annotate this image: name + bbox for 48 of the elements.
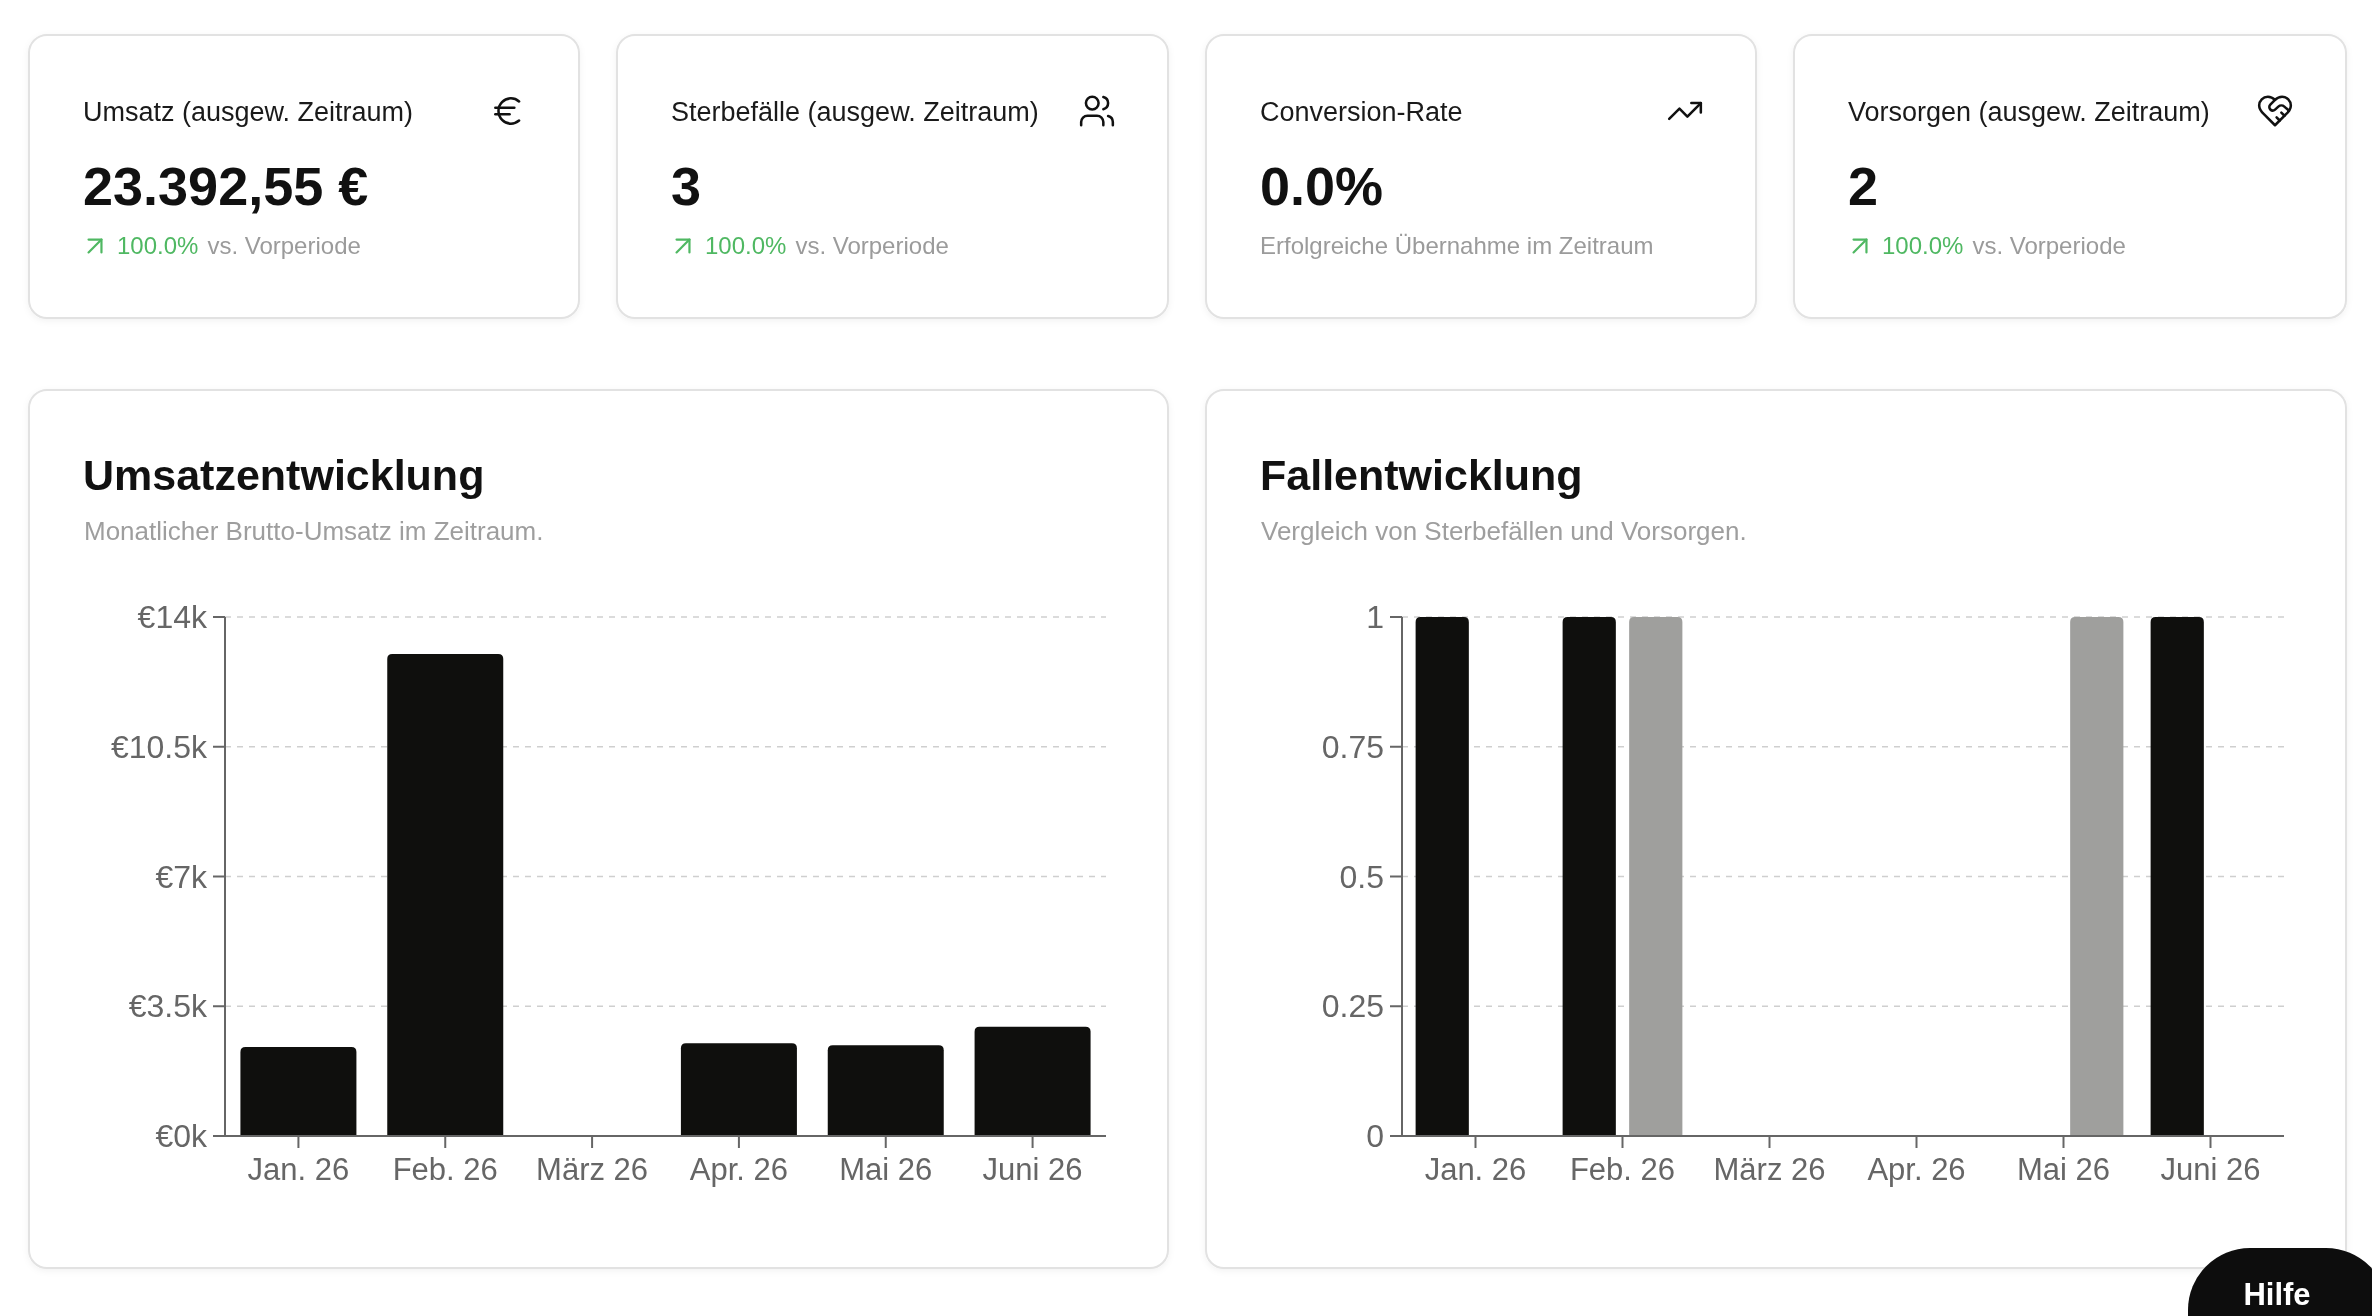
bar bbox=[240, 1047, 357, 1136]
x-tick-label: März 26 bbox=[1713, 1152, 1826, 1187]
text: 100.0% bbox=[705, 232, 787, 259]
chart-subtitle: Vergleich von Sterbefällen und Vorsorgen. bbox=[1261, 516, 1747, 546]
text: vs. Vorperiode bbox=[795, 232, 949, 259]
x-tick-label: Jan. 26 bbox=[247, 1152, 350, 1187]
bar bbox=[387, 654, 504, 1136]
y-tick-label: €14k bbox=[137, 599, 208, 636]
chart-subtitle: Monatlicher Brutto-Umsatz im Zeitraum. bbox=[84, 516, 544, 546]
text: Erfolgreiche Übernahme im Zeitraum bbox=[1260, 232, 1654, 259]
text: Hilfe bbox=[2243, 1277, 2311, 1312]
help-button[interactable] bbox=[2188, 1248, 2372, 1316]
bar bbox=[680, 1043, 797, 1136]
chart-title: Fallentwicklung bbox=[1260, 451, 1583, 499]
x-tick-label: Feb. 26 bbox=[1569, 1152, 1676, 1187]
text: 2 bbox=[1848, 156, 1879, 216]
text: 100.0% bbox=[117, 232, 199, 259]
x-tick-label: Mai 26 bbox=[2016, 1152, 2111, 1187]
x-tick-label: Apr. 26 bbox=[1867, 1152, 1966, 1187]
y-tick-label: €7k bbox=[155, 858, 208, 895]
x-tick-label: Juni 26 bbox=[2160, 1152, 2261, 1187]
text: 0.0% bbox=[1260, 156, 1384, 216]
text: Vorsorgen (ausgew. Zeitraum) bbox=[1848, 97, 2210, 127]
text: 3 bbox=[671, 156, 702, 216]
x-tick-label: März 26 bbox=[536, 1152, 649, 1187]
text: Conversion-Rate bbox=[1260, 97, 1463, 127]
text: Umsatz (ausgew. Zeitraum) bbox=[83, 97, 414, 127]
x-tick-label: Juni 26 bbox=[982, 1152, 1083, 1187]
x-tick-label: Feb. 26 bbox=[392, 1152, 498, 1187]
y-tick-label: 0.5 bbox=[1339, 858, 1384, 895]
x-tick-label: Mai 26 bbox=[839, 1152, 933, 1187]
y-tick-label: 0.25 bbox=[1321, 988, 1384, 1025]
y-tick-label: €3.5k bbox=[128, 988, 208, 1025]
y-tick-label: 0 bbox=[1366, 1118, 1384, 1155]
y-tick-label: €10.5k bbox=[110, 728, 208, 765]
chart-title: Umsatzentwicklung bbox=[83, 451, 485, 499]
x-tick-label: Jan. 26 bbox=[1424, 1152, 1527, 1187]
bar bbox=[827, 1045, 944, 1136]
x-tick-label: Apr. 26 bbox=[689, 1152, 789, 1187]
bar bbox=[974, 1026, 1091, 1136]
y-tick-label: €0k bbox=[155, 1118, 208, 1155]
text: vs. Vorperiode bbox=[1972, 232, 2126, 259]
text: vs. Vorperiode bbox=[207, 232, 361, 259]
y-tick-label: 0.75 bbox=[1321, 728, 1384, 765]
y-tick-label: 1 bbox=[1366, 599, 1384, 636]
text: Sterbefälle (ausgew. Zeitraum) bbox=[671, 97, 1039, 127]
text: 100.0% bbox=[1882, 232, 1964, 259]
text: 23.392,55 € bbox=[83, 156, 369, 216]
